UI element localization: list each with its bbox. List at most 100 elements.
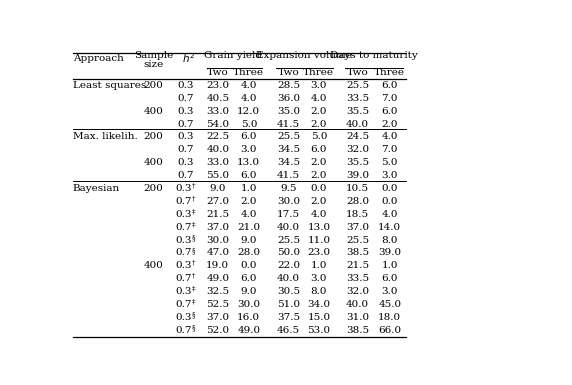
Text: 52.5: 52.5 [206, 300, 229, 309]
Text: 8.0: 8.0 [311, 287, 327, 296]
Text: †: † [192, 182, 196, 189]
Text: 54.0: 54.0 [206, 119, 229, 129]
Text: 2.0: 2.0 [311, 171, 327, 180]
Text: 0.3: 0.3 [177, 81, 193, 90]
Text: 66.0: 66.0 [378, 326, 402, 335]
Text: 31.0: 31.0 [346, 313, 369, 322]
Text: 39.0: 39.0 [378, 248, 402, 258]
Text: §: § [192, 233, 196, 241]
Text: 200: 200 [144, 184, 164, 193]
Text: 46.5: 46.5 [277, 326, 300, 335]
Text: 34.5: 34.5 [277, 145, 300, 154]
Text: 0.0: 0.0 [382, 197, 398, 206]
Text: 5.0: 5.0 [382, 158, 398, 167]
Text: 3.0: 3.0 [311, 81, 327, 90]
Text: 9.5: 9.5 [280, 184, 297, 193]
Text: 0.7: 0.7 [177, 94, 193, 103]
Text: 0.0: 0.0 [311, 184, 327, 193]
Text: 28.5: 28.5 [277, 81, 300, 90]
Text: 34.0: 34.0 [307, 300, 331, 309]
Text: 9.0: 9.0 [241, 287, 257, 296]
Text: 45.0: 45.0 [378, 300, 402, 309]
Text: 0.3: 0.3 [177, 132, 193, 141]
Text: 38.5: 38.5 [346, 326, 369, 335]
Text: 12.0: 12.0 [237, 107, 260, 116]
Text: 28.0: 28.0 [346, 197, 369, 206]
Text: †: † [192, 194, 196, 203]
Text: Expansion volume: Expansion volume [256, 51, 352, 60]
Text: 19.0: 19.0 [206, 261, 229, 270]
Text: 18.0: 18.0 [378, 313, 402, 322]
Text: 15.0: 15.0 [307, 313, 331, 322]
Text: 6.0: 6.0 [311, 145, 327, 154]
Text: 22.0: 22.0 [277, 261, 300, 270]
Text: Two: Two [347, 69, 368, 77]
Text: 6.0: 6.0 [241, 132, 257, 141]
Text: 0.3: 0.3 [175, 210, 192, 219]
Text: 0.3: 0.3 [175, 287, 192, 296]
Text: 0.3: 0.3 [175, 236, 192, 244]
Text: 0.7: 0.7 [177, 171, 193, 180]
Text: 400: 400 [144, 261, 164, 270]
Text: Three: Three [374, 69, 406, 77]
Text: Three: Three [233, 69, 264, 77]
Text: 37.5: 37.5 [277, 313, 300, 322]
Text: †: † [192, 272, 196, 280]
Text: 3.0: 3.0 [382, 171, 398, 180]
Text: 6.0: 6.0 [241, 274, 257, 283]
Text: 2.0: 2.0 [311, 119, 327, 129]
Text: 18.5: 18.5 [346, 210, 369, 219]
Text: 7.0: 7.0 [382, 145, 398, 154]
Text: Max. likelih.: Max. likelih. [73, 132, 138, 141]
Text: Least squares: Least squares [73, 81, 146, 90]
Text: 3.0: 3.0 [382, 287, 398, 296]
Text: 4.0: 4.0 [311, 210, 327, 219]
Text: 3.0: 3.0 [241, 145, 257, 154]
Text: size: size [144, 60, 164, 69]
Text: 0.7: 0.7 [175, 223, 192, 232]
Text: 4.0: 4.0 [241, 81, 257, 90]
Text: 5.0: 5.0 [241, 119, 257, 129]
Text: 40.0: 40.0 [277, 274, 300, 283]
Text: 32.0: 32.0 [346, 287, 369, 296]
Text: 1.0: 1.0 [382, 261, 398, 270]
Text: 22.5: 22.5 [206, 132, 229, 141]
Text: 9.0: 9.0 [209, 184, 226, 193]
Text: 10.5: 10.5 [346, 184, 369, 193]
Text: 30.0: 30.0 [206, 236, 229, 244]
Text: 50.0: 50.0 [277, 248, 300, 258]
Text: 36.0: 36.0 [277, 94, 300, 103]
Text: 30.0: 30.0 [237, 300, 260, 309]
Text: 40.5: 40.5 [206, 94, 229, 103]
Text: 40.0: 40.0 [346, 119, 369, 129]
Text: 400: 400 [144, 158, 164, 167]
Text: 40.0: 40.0 [206, 145, 229, 154]
Text: 30.5: 30.5 [277, 287, 300, 296]
Text: 2.0: 2.0 [382, 119, 398, 129]
Text: 33.5: 33.5 [346, 274, 369, 283]
Text: 9.0: 9.0 [241, 236, 257, 244]
Text: 6.0: 6.0 [382, 81, 398, 90]
Text: 6.0: 6.0 [382, 274, 398, 283]
Text: 27.0: 27.0 [206, 197, 229, 206]
Text: 32.0: 32.0 [346, 145, 369, 154]
Text: 41.5: 41.5 [277, 171, 300, 180]
Text: Bayesian: Bayesian [73, 184, 120, 193]
Text: 41.5: 41.5 [277, 119, 300, 129]
Text: 49.0: 49.0 [237, 326, 260, 335]
Text: 0.7: 0.7 [177, 145, 193, 154]
Text: 0.7: 0.7 [177, 119, 193, 129]
Text: ‡: ‡ [192, 285, 196, 293]
Text: ‡: ‡ [192, 298, 196, 306]
Text: 21.5: 21.5 [346, 261, 369, 270]
Text: §: § [192, 246, 196, 254]
Text: 0.7: 0.7 [175, 300, 192, 309]
Text: 6.0: 6.0 [241, 171, 257, 180]
Text: 37.0: 37.0 [206, 223, 229, 232]
Text: 25.5: 25.5 [277, 236, 300, 244]
Text: 0.3: 0.3 [175, 313, 192, 322]
Text: 4.0: 4.0 [241, 94, 257, 103]
Text: 14.0: 14.0 [378, 223, 402, 232]
Text: Sample: Sample [134, 51, 173, 60]
Text: 25.5: 25.5 [277, 132, 300, 141]
